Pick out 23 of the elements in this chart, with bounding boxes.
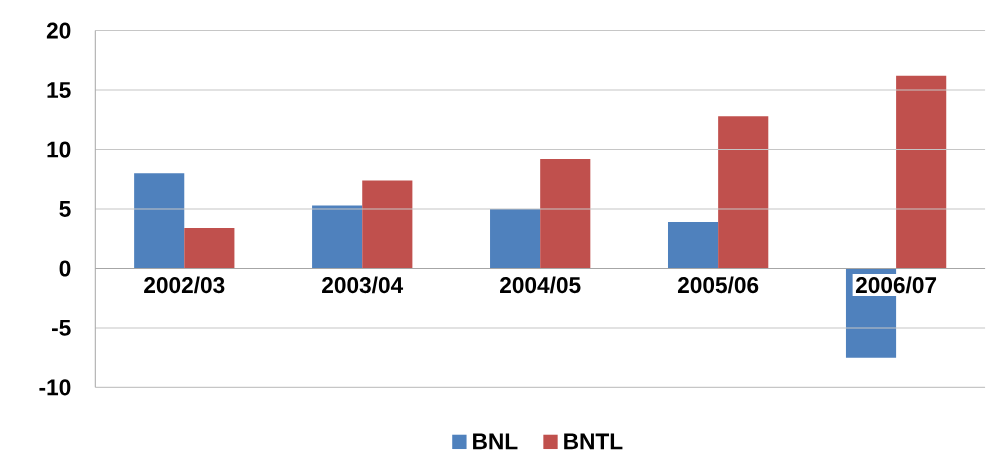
bar <box>896 75 947 269</box>
x-tick-label: 2006/07 <box>855 276 937 294</box>
y-tick-label: -10 <box>39 379 71 396</box>
x-tick-label: 2002/03 <box>144 276 225 294</box>
y-tick-label: 15 <box>47 82 71 98</box>
bar <box>540 159 591 269</box>
y-tick-label: -5 <box>52 320 71 336</box>
x-tick-label: 2004/05 <box>500 276 581 294</box>
x-tick-label: 2005/06 <box>677 276 759 294</box>
x-tick-label: 2003/04 <box>322 276 404 294</box>
y-tick-label: 20 <box>46 22 71 39</box>
bar <box>718 116 769 269</box>
bar <box>312 205 363 269</box>
bar <box>134 173 185 269</box>
y-tick-label: 5 <box>59 201 71 217</box>
legend-label: BNL <box>473 433 518 450</box>
bar <box>490 208 541 269</box>
y-tick-label: 10 <box>47 141 71 158</box>
y-tick-label: 0 <box>59 260 71 277</box>
bar <box>667 222 719 269</box>
bar <box>362 180 413 269</box>
bar <box>184 228 235 269</box>
legend-label: BNTL <box>564 433 623 450</box>
